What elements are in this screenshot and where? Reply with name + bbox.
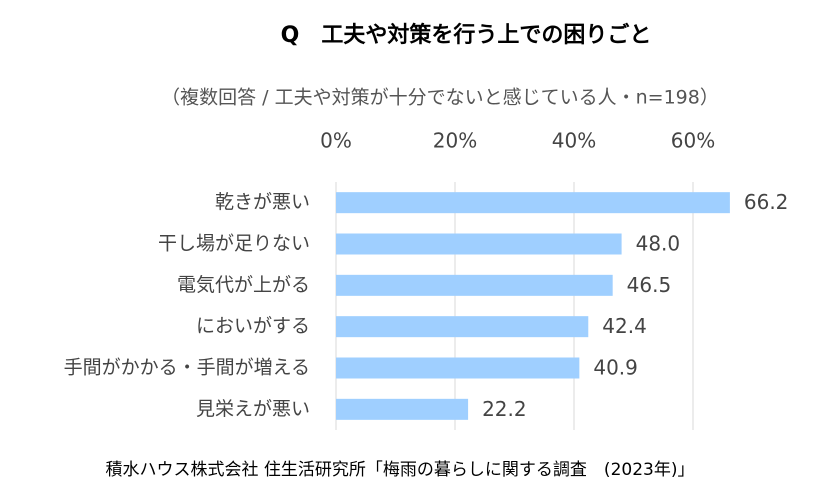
- x-tick-label: 40%: [552, 129, 596, 153]
- x-tick-label: 20%: [433, 129, 477, 153]
- x-tick-label: 60%: [671, 129, 715, 153]
- x-tick-label: 0%: [320, 129, 352, 153]
- value-label: 22.2: [482, 397, 527, 421]
- y-tick-label: 乾きが悪い: [215, 191, 310, 213]
- value-label: 48.0: [636, 232, 681, 256]
- source-note: 積水ハウス株式会社 住生活研究所「梅雨の暮らしに関する調査 (2023年)」: [106, 460, 695, 480]
- bar: [336, 274, 613, 296]
- bar: [336, 233, 622, 255]
- chart-title: Q 工夫や対策を行う上での困りごと: [281, 22, 652, 48]
- value-label: 46.5: [627, 273, 672, 297]
- y-tick-label: 見栄えが悪い: [196, 398, 310, 420]
- y-tick-label: においがする: [196, 315, 310, 337]
- value-label: 42.4: [602, 314, 647, 338]
- value-label: 40.9: [593, 356, 638, 380]
- bar: [336, 192, 730, 214]
- bar: [336, 357, 580, 379]
- value-label: 66.2: [744, 190, 789, 214]
- y-tick-label: 電気代が上がる: [177, 274, 310, 296]
- y-tick-label: 干し場が足りない: [158, 233, 310, 255]
- bar: [336, 398, 469, 420]
- bar: [336, 316, 589, 338]
- chart-subtitle: （複数回答 / 工夫や対策が十分でないと感じている人・n=198）: [161, 87, 719, 109]
- y-tick-label: 手間がかかる・手間が増える: [64, 357, 310, 379]
